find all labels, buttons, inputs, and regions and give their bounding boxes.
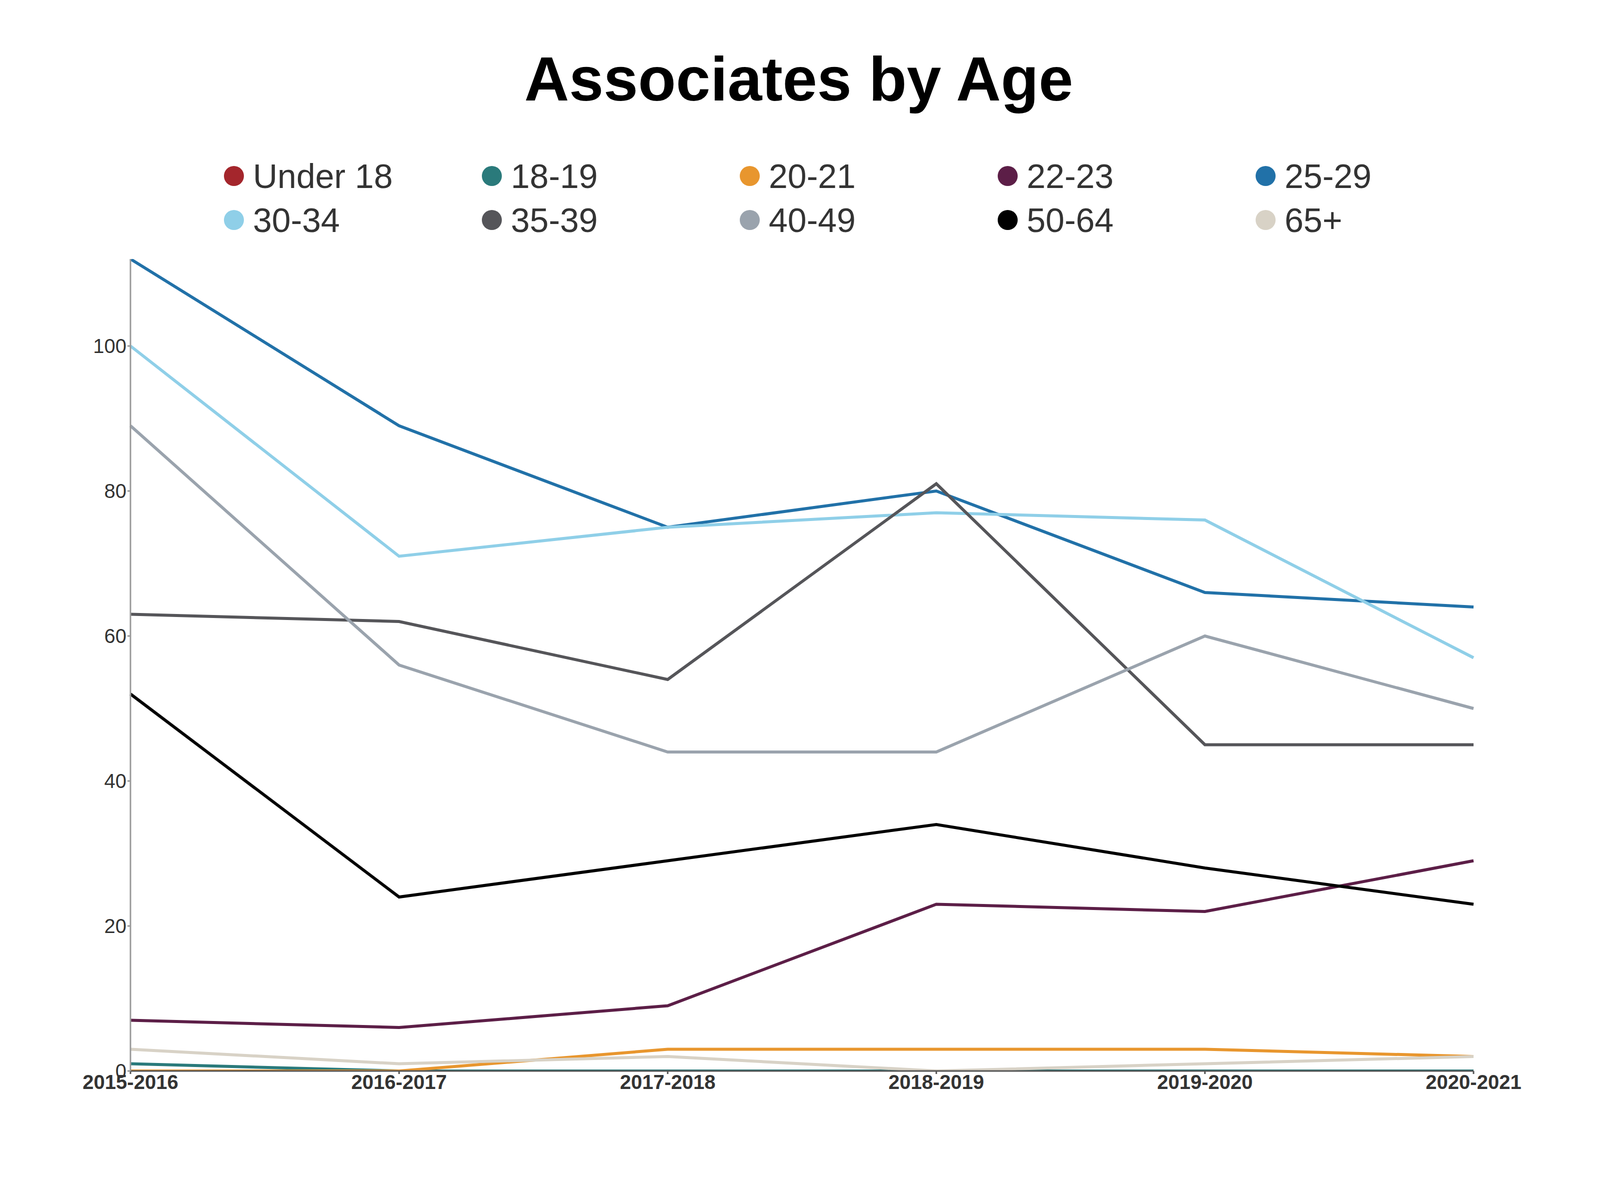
- html-text:22-23: 22-23: [1026, 156, 1114, 195]
- html-text:50-64: 50-64: [1026, 200, 1114, 239]
- svg-text:2015-2016: 2015-2016: [82, 1070, 178, 1093]
- html-text:Under 18: Under 18: [252, 156, 393, 195]
- html-text:65+: 65+: [1284, 200, 1343, 239]
- svg-text:2018-2019: 2018-2019: [888, 1070, 985, 1093]
- svg-text:80: 80: [104, 479, 127, 502]
- html-text:35-39: 35-39: [510, 200, 598, 239]
- svg-text:100: 100: [92, 334, 127, 357]
- html-text:Associates by Age: Associates by Age: [524, 44, 1074, 114]
- svg-text:2016-2017: 2016-2017: [351, 1070, 447, 1093]
- html-text:20-21: 20-21: [768, 156, 856, 195]
- svg-text:2020-2021: 2020-2021: [1425, 1070, 1522, 1093]
- svg-text:40: 40: [104, 769, 127, 792]
- html-text:30-34: 30-34: [252, 200, 340, 239]
- svg-text:0: 0: [115, 1059, 127, 1082]
- html-text:18-19: 18-19: [510, 156, 598, 195]
- svg-text:60: 60: [104, 624, 127, 647]
- html-text:40-49: 40-49: [768, 200, 856, 239]
- svg-text:2019-2020: 2019-2020: [1157, 1070, 1253, 1093]
- svg-text:20: 20: [104, 914, 127, 937]
- svg-text:2017-2018: 2017-2018: [619, 1070, 716, 1093]
- html-text:25-29: 25-29: [1284, 156, 1372, 195]
